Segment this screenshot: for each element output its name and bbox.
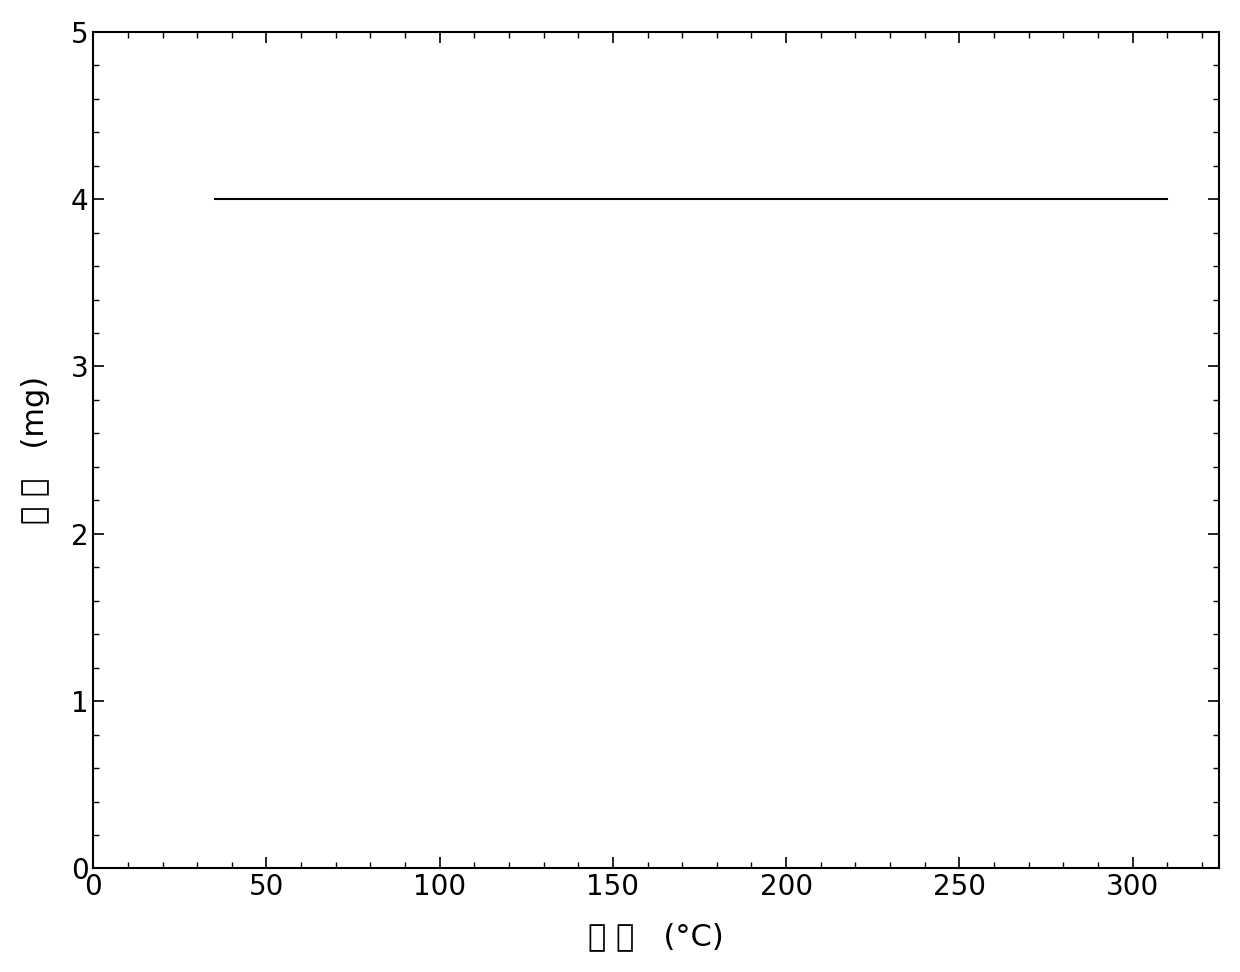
Y-axis label: 质 量   (mg): 质 量 (mg) bbox=[21, 376, 50, 524]
X-axis label: 温 度   (°C): 温 度 (°C) bbox=[588, 922, 724, 952]
